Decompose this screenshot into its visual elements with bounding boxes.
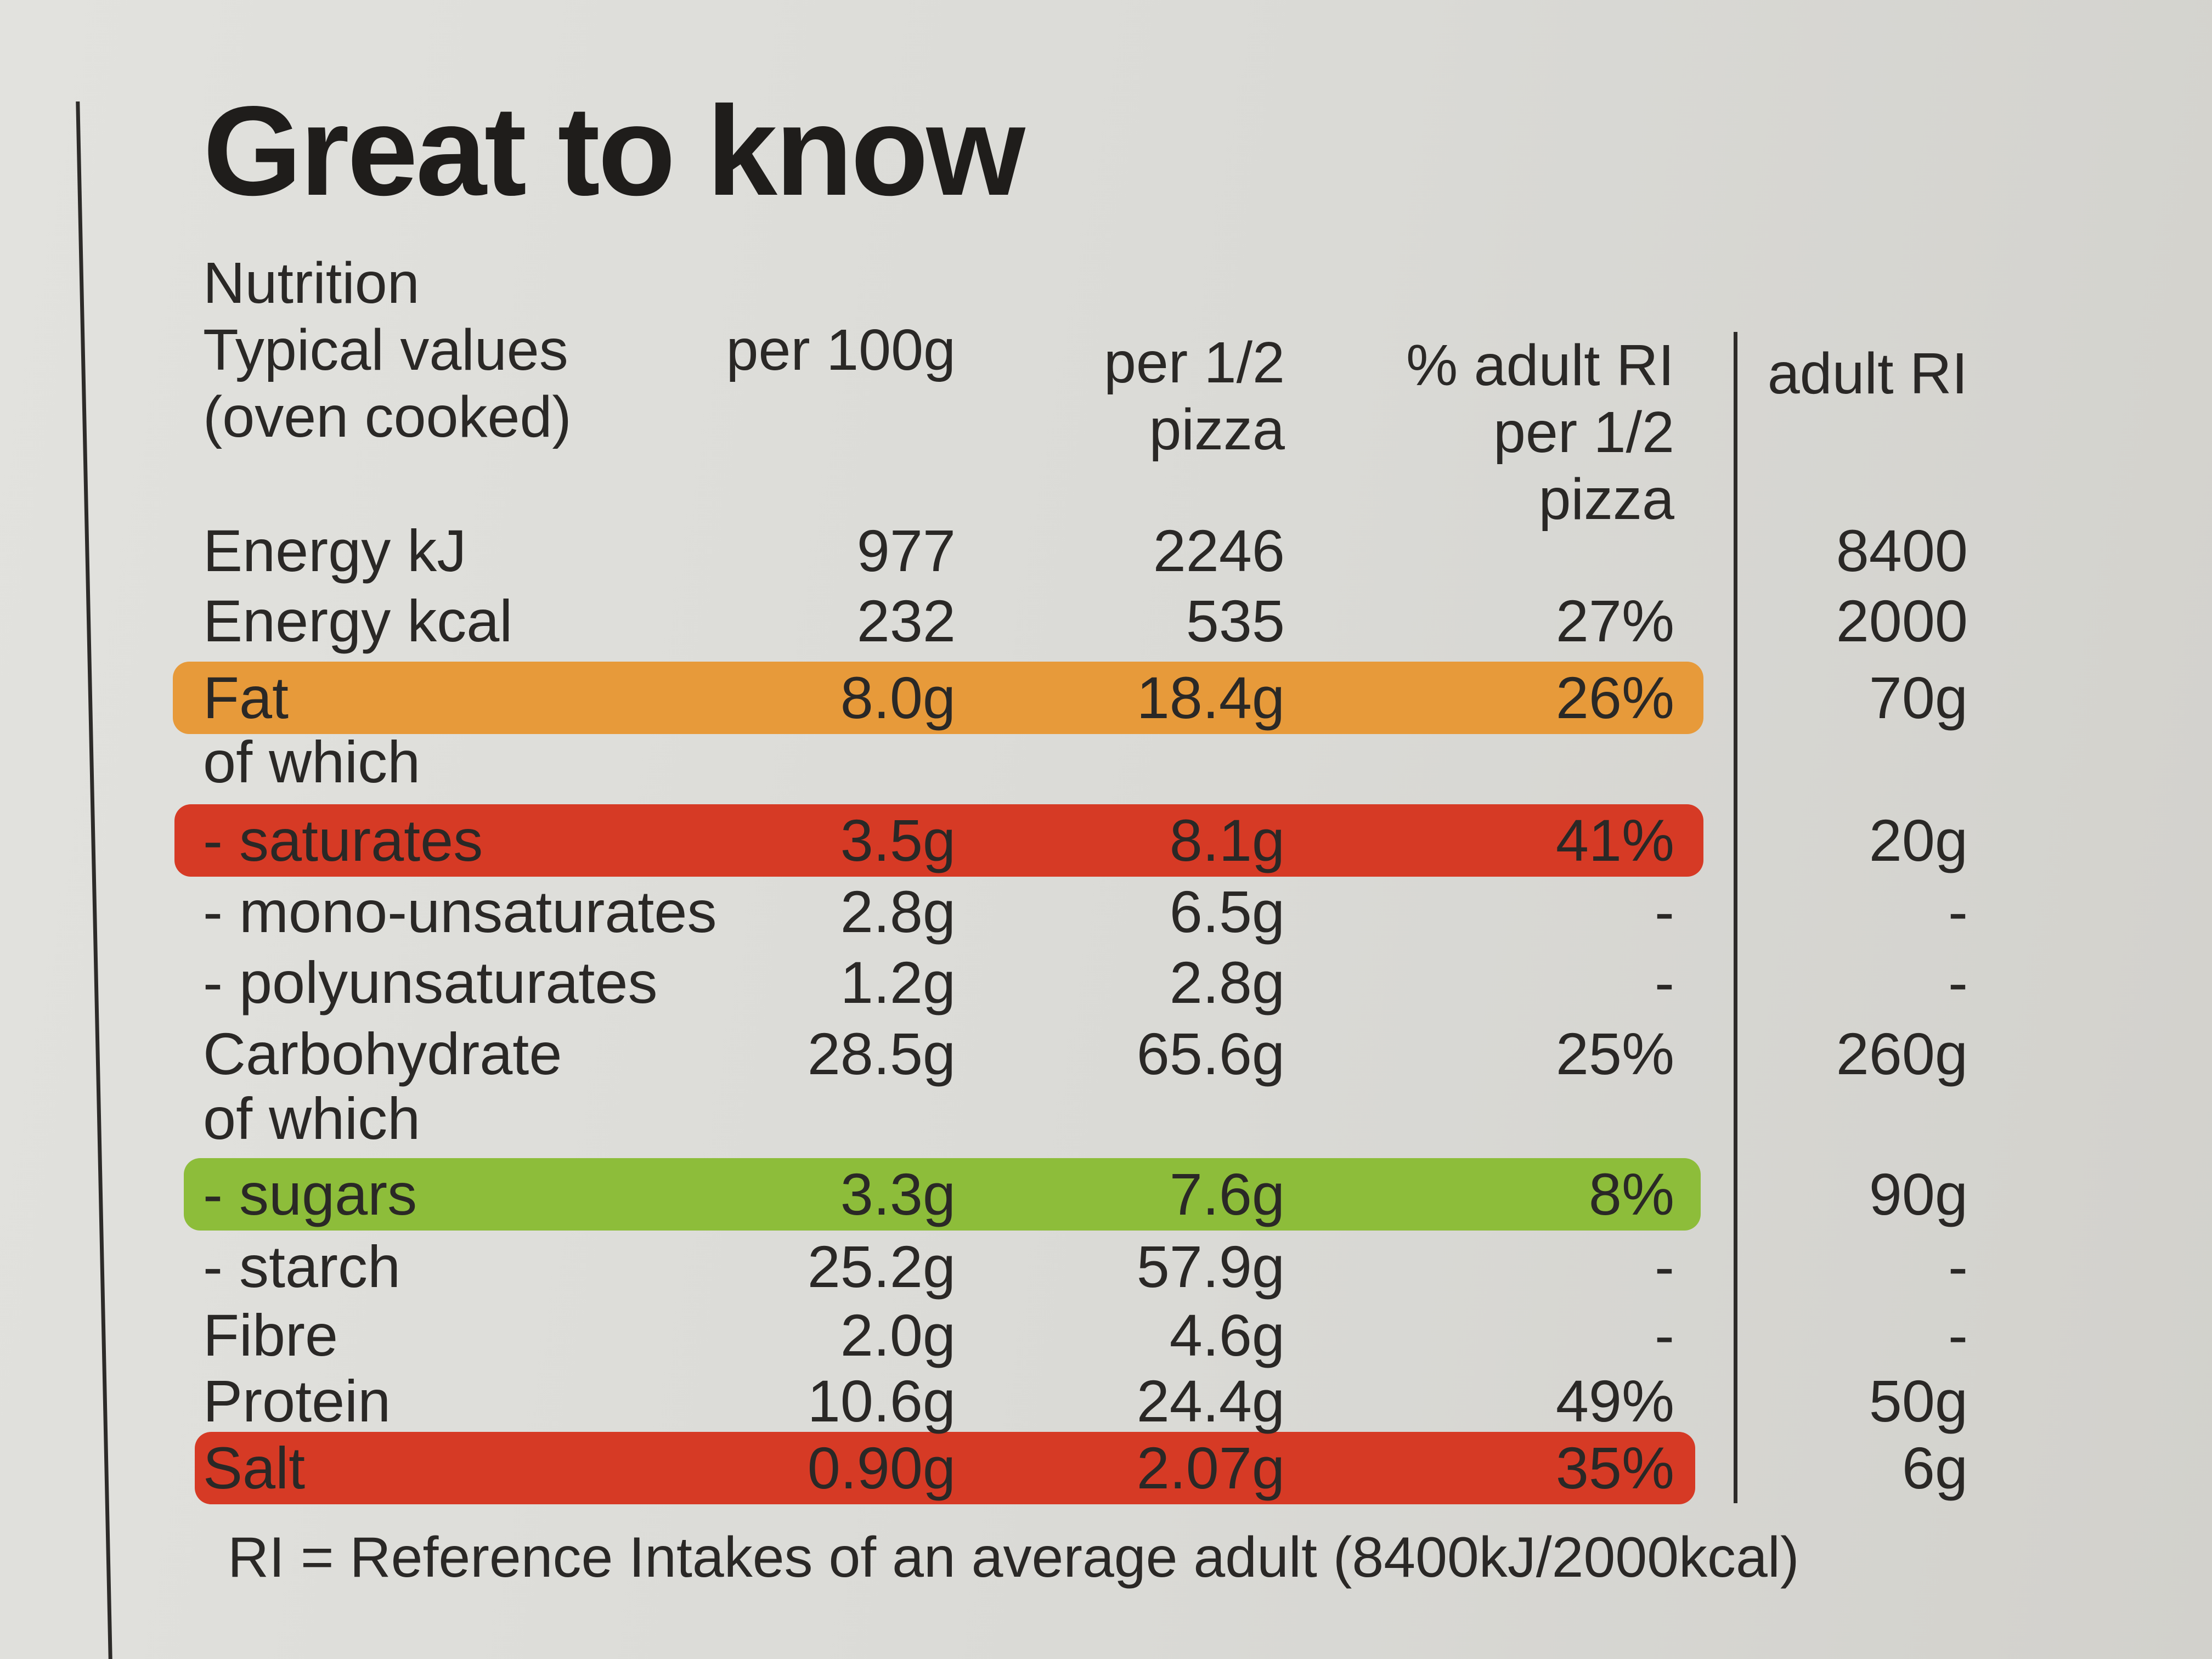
table-row: Fibre 2.0g 4.6g - -	[0, 1300, 2212, 1370]
value-adult-ri: -	[1948, 949, 1968, 1015]
highlight-band-red	[195, 1432, 1695, 1504]
value-per-100g: 232	[856, 588, 956, 654]
value-per-100g: 8.0g	[840, 664, 956, 731]
table-row: - mono-unsaturates 2.8g 6.5g - -	[0, 877, 2212, 947]
nutrient-label: Carbohydrate	[203, 1020, 562, 1087]
nutrient-label: - polyunsaturates	[203, 949, 658, 1015]
value-per-100g: 0.90g	[807, 1435, 956, 1501]
nutrient-label: - starch	[203, 1233, 401, 1300]
value-per-half-pizza: 8.1g	[1169, 807, 1285, 873]
header-per-half: per 1/2 pizza	[1104, 329, 1285, 463]
value-pct-adult-ri: -	[1655, 1302, 1674, 1368]
header-label-line-2: Typical values	[203, 318, 568, 382]
value-pct-adult-ri: -	[1655, 878, 1674, 945]
value-per-100g: 2.0g	[840, 1302, 956, 1368]
nutrient-label: - saturates	[203, 807, 483, 873]
nutrient-label: Fat	[203, 664, 289, 731]
table-row: - polyunsaturates 1.2g 2.8g - -	[0, 947, 2212, 1018]
table-row: Protein 10.6g 24.4g 49% 50g	[0, 1366, 2212, 1436]
header-pct-ri-line-2: per 1/2	[1493, 400, 1674, 465]
header-label: Nutrition Typical values (oven cooked)	[203, 250, 572, 450]
value-per-100g: 3.3g	[840, 1161, 956, 1227]
value-pct-adult-ri: 26%	[1555, 664, 1674, 731]
header-per-100g: per 100g	[726, 318, 956, 382]
value-per-100g: 3.5g	[840, 807, 956, 873]
value-pct-adult-ri: -	[1655, 1233, 1674, 1300]
header-label-line-3: (oven cooked)	[203, 385, 572, 449]
header-pct-ri-line-1: % adult RI	[1406, 333, 1674, 398]
table-row: Salt 0.90g 2.07g 35% 6g	[0, 1433, 2212, 1503]
header-per-half-line-1: per 1/2	[1103, 330, 1285, 395]
footnote: RI = Reference Intakes of an average adu…	[228, 1526, 1799, 1589]
value-adult-ri: 6g	[1901, 1435, 1968, 1501]
nutrient-label: of which	[203, 1085, 421, 1152]
nutrient-label: Energy kcal	[203, 588, 513, 654]
value-adult-ri: 8400	[1836, 517, 1968, 584]
value-per-100g: 1.2g	[840, 949, 956, 1015]
column-divider	[1734, 332, 1737, 1503]
header-per-half-line-2: pizza	[1149, 397, 1285, 462]
table-row: - saturates 3.5g 8.1g 41% 20g	[0, 805, 2212, 876]
table-row: - sugars 3.3g 7.6g 8% 90g	[0, 1159, 2212, 1229]
nutrient-label: - sugars	[203, 1161, 417, 1227]
table-row: Energy kJ 977 2246 8400	[0, 516, 2212, 586]
header-adult-ri: adult RI	[1767, 341, 1968, 406]
value-pct-adult-ri: 41%	[1555, 807, 1674, 873]
value-pct-adult-ri: 25%	[1555, 1020, 1674, 1087]
value-adult-ri: -	[1948, 878, 1968, 945]
value-per-100g: 10.6g	[807, 1368, 956, 1434]
value-per-half-pizza: 57.9g	[1136, 1233, 1285, 1300]
nutrient-label: Fibre	[203, 1302, 338, 1368]
value-adult-ri: 260g	[1836, 1020, 1968, 1087]
nutrient-label: - mono-unsaturates	[203, 878, 717, 945]
value-per-100g: 28.5g	[807, 1020, 956, 1087]
value-adult-ri: 70g	[1869, 664, 1968, 731]
highlight-band-amber	[173, 662, 1703, 734]
table-row: of which	[0, 727, 2212, 797]
table-row: of which	[0, 1084, 2212, 1154]
nutrient-label: Protein	[203, 1368, 391, 1434]
header-pct-ri-line-3: pizza	[1538, 467, 1674, 532]
value-per-half-pizza: 7.6g	[1169, 1161, 1285, 1227]
value-adult-ri: 50g	[1869, 1368, 1968, 1434]
value-per-half-pizza: 6.5g	[1169, 878, 1285, 945]
value-adult-ri: 20g	[1869, 807, 1968, 873]
value-per-100g: 2.8g	[840, 878, 956, 945]
value-pct-adult-ri: -	[1655, 949, 1674, 1015]
value-per-half-pizza: 2.8g	[1169, 949, 1285, 1015]
table-row: Energy kcal 232 535 27% 2000	[0, 586, 2212, 656]
value-per-half-pizza: 24.4g	[1136, 1368, 1285, 1434]
value-per-100g: 25.2g	[807, 1233, 956, 1300]
highlight-band-red	[174, 804, 1703, 877]
value-adult-ri: 2000	[1836, 588, 1968, 654]
value-pct-adult-ri: 27%	[1555, 588, 1674, 654]
value-adult-ri: -	[1948, 1302, 1968, 1368]
nutrient-label: Energy kJ	[203, 517, 467, 584]
nutrient-label: Salt	[203, 1435, 306, 1501]
value-per-half-pizza: 4.6g	[1169, 1302, 1285, 1368]
highlight-band-green	[184, 1158, 1701, 1231]
nutrient-label: of which	[203, 729, 421, 795]
header-label-line-1: Nutrition	[203, 251, 420, 315]
value-pct-adult-ri: 35%	[1555, 1435, 1674, 1501]
value-adult-ri: 90g	[1869, 1161, 1968, 1227]
value-per-half-pizza: 535	[1186, 588, 1285, 654]
value-adult-ri: -	[1948, 1233, 1968, 1300]
value-per-100g: 977	[856, 517, 956, 584]
table-row: - starch 25.2g 57.9g - -	[0, 1232, 2212, 1302]
value-per-half-pizza: 18.4g	[1136, 664, 1285, 731]
value-per-half-pizza: 2246	[1153, 517, 1285, 584]
table-row: Fat 8.0g 18.4g 26% 70g	[0, 663, 2212, 733]
table-row: Carbohydrate 28.5g 65.6g 25% 260g	[0, 1019, 2212, 1089]
value-per-half-pizza: 65.6g	[1136, 1020, 1285, 1087]
value-per-half-pizza: 2.07g	[1136, 1435, 1285, 1501]
page-title: Great to know	[203, 80, 1025, 222]
value-pct-adult-ri: 49%	[1555, 1368, 1674, 1434]
value-pct-adult-ri: 8%	[1588, 1161, 1674, 1227]
header-pct-ri: % adult RI per 1/2 pizza	[1406, 332, 1674, 533]
